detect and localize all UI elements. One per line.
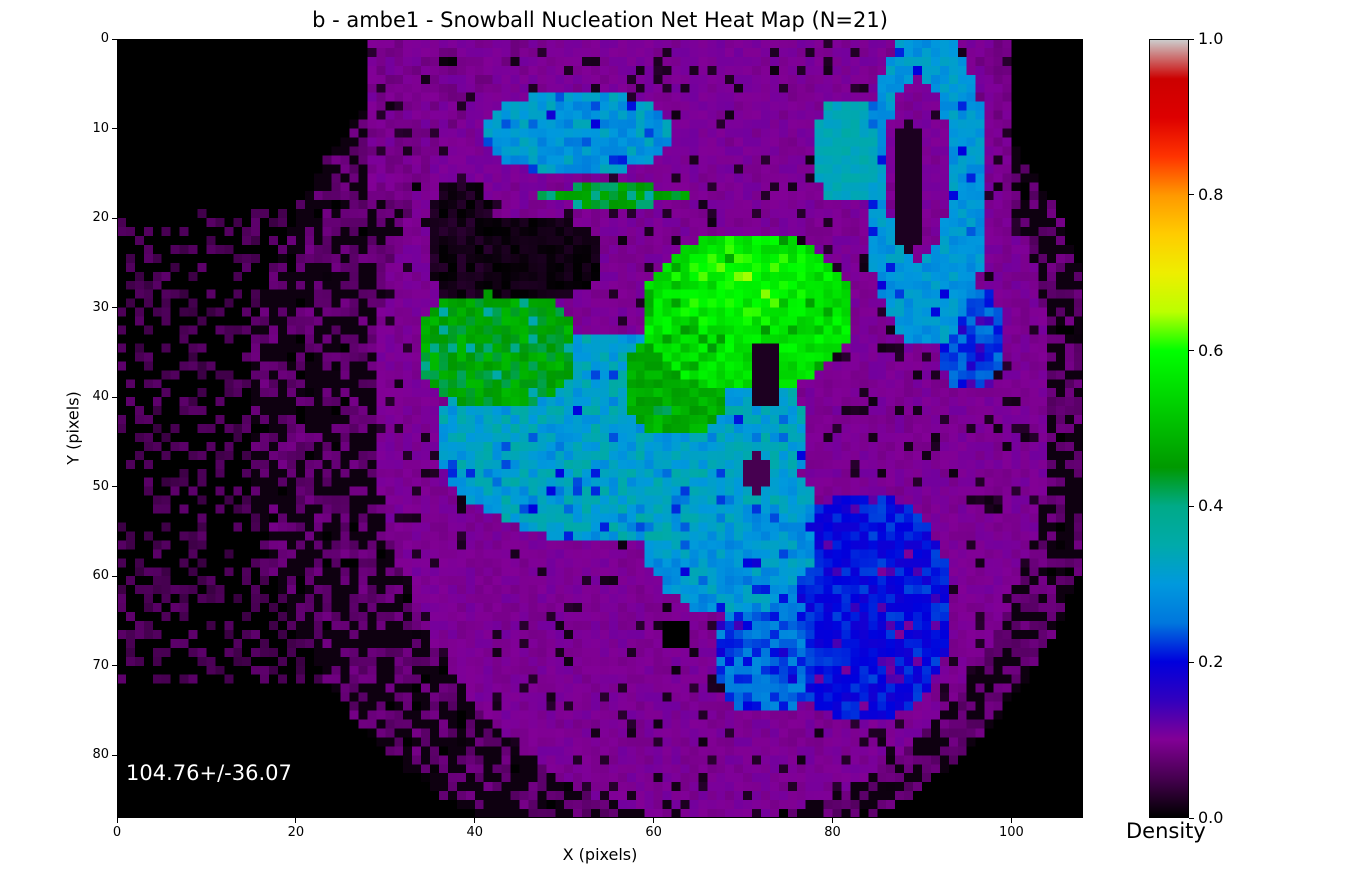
colorbar-tick-mark xyxy=(1189,661,1194,663)
y-tick-mark xyxy=(112,307,117,309)
y-tick-mark xyxy=(112,486,117,488)
colorbar-label: Density xyxy=(1126,819,1206,843)
y-tick-label: 0 xyxy=(100,31,109,46)
y-axis-label: Y (pixels) xyxy=(63,391,83,465)
y-tick-mark xyxy=(112,575,117,577)
x-tick-label: 80 xyxy=(824,825,841,840)
x-tick-mark xyxy=(295,818,297,823)
x-tick-mark xyxy=(832,818,834,823)
x-tick-mark xyxy=(653,818,655,823)
colorbar-tick-mark xyxy=(1189,194,1194,196)
y-tick-mark xyxy=(112,128,117,130)
y-tick-label: 10 xyxy=(92,120,109,136)
x-tick-mark xyxy=(1010,818,1012,823)
colorbar-tick-mark xyxy=(1189,505,1194,507)
y-tick-label: 40 xyxy=(92,389,109,405)
y-tick-mark xyxy=(112,665,117,667)
colorbar-tick-label: 0.4 xyxy=(1198,496,1224,516)
x-tick-label: 60 xyxy=(645,825,662,840)
colorbar-tick-label: 0.0 xyxy=(1198,808,1224,827)
colorbar xyxy=(1149,39,1189,818)
y-tick-label: 80 xyxy=(92,747,109,763)
heatmap-plot-area xyxy=(117,39,1083,818)
x-axis-label: X (pixels) xyxy=(562,845,638,864)
colorbar-tick-mark xyxy=(1189,350,1194,352)
x-tick-label: 20 xyxy=(287,825,305,840)
y-tick-mark xyxy=(112,396,117,398)
y-tick-label: 30 xyxy=(92,299,109,315)
x-tick-label: 40 xyxy=(466,825,484,840)
x-tick-label: 0 xyxy=(112,825,122,840)
colorbar-tick-mark xyxy=(1189,38,1194,40)
colorbar-tick-label: 0.2 xyxy=(1198,652,1224,672)
colorbar-tick-label: 0.6 xyxy=(1198,340,1224,360)
x-tick-mark xyxy=(116,818,118,823)
y-tick-mark xyxy=(112,217,117,219)
mean-annotation: 104.76+/-36.07 xyxy=(126,761,292,785)
y-tick-mark xyxy=(112,38,117,40)
colorbar-tick-mark xyxy=(1189,817,1194,819)
colorbar-tick-label: 0.8 xyxy=(1198,184,1224,204)
chart-title: b - ambe1 - Snowball Nucleation Net Heat… xyxy=(312,8,888,32)
y-tick-label: 70 xyxy=(92,657,109,673)
heatmap-image xyxy=(117,39,1083,818)
x-tick-label: 100 xyxy=(999,825,1024,840)
y-tick-mark xyxy=(112,754,117,756)
x-tick-mark xyxy=(474,818,476,823)
colorbar-tick-label: 1.0 xyxy=(1198,29,1224,48)
y-tick-label: 20 xyxy=(92,210,109,226)
y-tick-label: 60 xyxy=(92,568,109,584)
y-tick-label: 50 xyxy=(92,478,109,494)
